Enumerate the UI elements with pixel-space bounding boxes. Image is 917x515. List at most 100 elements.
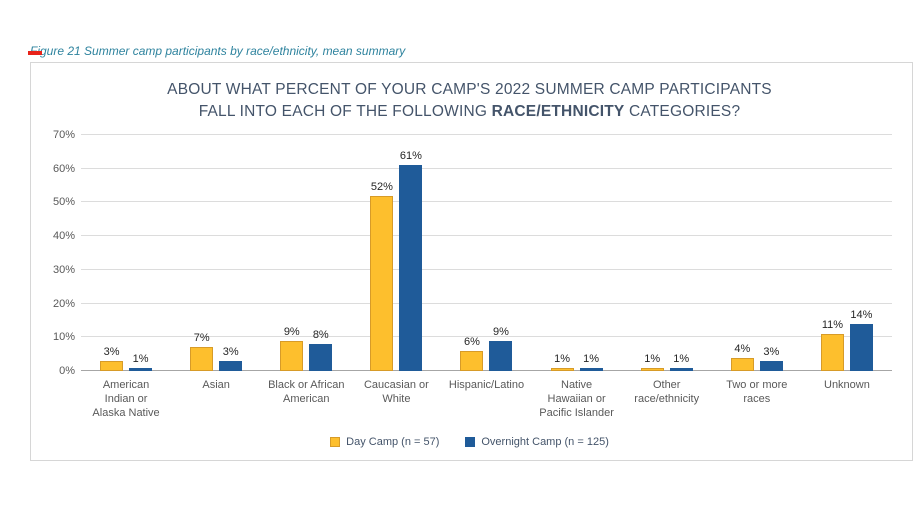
y-tick-label: 40%: [52, 230, 75, 243]
bar-column: 4%: [730, 135, 754, 371]
bar: [669, 367, 693, 371]
category-label: Native Hawaiian or Pacific Islander: [539, 379, 614, 419]
y-axis: 0% 10% 20% 30% 40% 50% 60% 70%: [41, 129, 81, 377]
bar-column: 3%: [219, 135, 243, 371]
bar-value-label: 14%: [850, 308, 873, 321]
gridline: [81, 201, 892, 203]
bar-group: 1% 1%: [532, 135, 622, 371]
bar-group: 4% 3%: [712, 135, 802, 371]
bar-value-label: 9%: [493, 325, 509, 338]
legend-swatch: [330, 437, 341, 447]
bar-column: 9%: [280, 135, 304, 371]
bar-group: 11% 14%: [802, 135, 892, 371]
bar: [730, 357, 754, 371]
bar-value-label: 6%: [464, 335, 480, 348]
plot-area: 3% 1% 7% 3% 9% 8% 52% 61% 6% 9% 1% 1% 1% 1% 4% 3% 11% 14%: [81, 134, 892, 371]
category-label: Other race/ethnicity: [634, 379, 700, 405]
bar: [579, 367, 603, 371]
bar-group: 9% 8%: [261, 135, 351, 371]
bar-value-label: 7%: [193, 332, 210, 345]
bar: [489, 340, 513, 371]
bar-column: 1%: [640, 135, 664, 371]
bar-value-label: 3%: [103, 345, 120, 358]
y-tick-label: 70%: [52, 129, 75, 141]
bar-group: 7% 3%: [171, 135, 261, 371]
chart-frame: ABOUT WHAT PERCENT OF YOUR CAMP'S 2022 S…: [30, 62, 913, 461]
y-tick-label: 20%: [52, 297, 75, 310]
bar-value-label: 61%: [399, 150, 422, 163]
category-label: Unknown: [824, 379, 870, 391]
category-label: Two or more races: [726, 379, 788, 405]
bar-group: 3% 1%: [81, 135, 171, 371]
gridline: [81, 167, 892, 169]
legend-label: Day Camp (n = 57): [346, 436, 440, 448]
legend-swatch: [465, 437, 476, 447]
chart-title-line2: FALL INTO EACH OF THE FOLLOWING RACE/ETH…: [198, 103, 741, 120]
bar: [849, 323, 873, 371]
bar-value-label: 1%: [583, 352, 600, 365]
bar-value-label: 9%: [283, 325, 300, 338]
bar-group: 52% 61%: [351, 135, 441, 371]
y-tick-label: 10%: [52, 331, 75, 344]
bar: [759, 360, 783, 371]
bar-value-label: 3%: [763, 345, 780, 358]
x-axis-labels: American Indian or Alaska Native Asian Bla…: [81, 378, 892, 420]
legend-item: Overnight Camp (n = 125): [465, 436, 609, 448]
category-label: American Indian or Alaska Native: [92, 379, 160, 419]
bar-column: 7%: [190, 135, 214, 371]
bar-value-label: 52%: [370, 180, 393, 193]
bar: [309, 344, 333, 371]
bar-column: 11%: [820, 135, 844, 371]
bar-column: 9%: [489, 135, 513, 371]
bar-group: 6% 9%: [441, 135, 531, 371]
bar-value-label: 3%: [222, 345, 239, 358]
bar-value-label: 4%: [734, 342, 751, 355]
bar-column: 1%: [129, 135, 153, 371]
red-revision-mark: [28, 51, 42, 55]
bar: [460, 350, 484, 371]
bar-value-label: 1%: [554, 352, 571, 365]
bar: [280, 340, 304, 371]
bar-value-label: 1%: [673, 352, 690, 365]
x-axis: American Indian or Alaska Native Asian Bla…: [41, 378, 898, 420]
bar-column: 3%: [100, 135, 124, 371]
category-label: Hispanic/Latino: [448, 379, 525, 391]
y-tick-label: 60%: [52, 162, 75, 175]
bar-column: 6%: [460, 135, 484, 371]
figure-caption: Figure 21 Summer camp participants by ra…: [30, 44, 406, 58]
category-label: Black or African American: [268, 379, 345, 405]
legend-item: Day Camp (n = 57): [330, 436, 439, 448]
bar-value-label: 1%: [132, 352, 149, 365]
bar-groups: 3% 1% 7% 3% 9% 8% 52% 61% 6% 9% 1% 1% 1% 1% 4% 3% 11% 14%: [81, 135, 892, 371]
bar-column: 1%: [669, 135, 693, 371]
bar: [550, 367, 574, 371]
bar-column: 3%: [759, 135, 783, 371]
gridline: [81, 302, 892, 304]
bar-value-label: 1%: [644, 352, 661, 365]
plot-row: 0% 10% 20% 30% 40% 50% 60% 70% 3% 1% 7% 3% 9% 8% 52% 6…: [41, 129, 898, 377]
chart-title-line1: ABOUT WHAT PERCENT OF YOUR CAMP'S 2022 S…: [167, 81, 772, 98]
bar-column: 52%: [370, 135, 394, 371]
bar: [399, 165, 423, 371]
gridline: [81, 134, 892, 135]
chart-title: ABOUT WHAT PERCENT OF YOUR CAMP'S 2022 S…: [41, 79, 898, 123]
bar: [129, 367, 153, 371]
category-label: Asian: [202, 379, 230, 391]
y-tick-label: 30%: [52, 263, 75, 276]
bar: [640, 367, 664, 371]
bar: [190, 347, 214, 371]
bar: [820, 333, 844, 371]
bar-column: 1%: [550, 135, 574, 371]
bar-column: 61%: [399, 135, 423, 371]
gridline: [81, 235, 892, 237]
bar-value-label: 8%: [312, 329, 329, 342]
y-tick-label: 0%: [59, 365, 75, 377]
bar-value-label: 11%: [821, 318, 844, 331]
y-tick-label: 50%: [52, 196, 75, 209]
bar-column: 8%: [309, 135, 333, 371]
bar-group: 1% 1%: [622, 135, 712, 371]
legend-label: Overnight Camp (n = 125): [481, 436, 609, 448]
bar: [370, 195, 394, 371]
category-label: Caucasian or White: [363, 379, 429, 405]
bar-column: 14%: [849, 135, 873, 371]
